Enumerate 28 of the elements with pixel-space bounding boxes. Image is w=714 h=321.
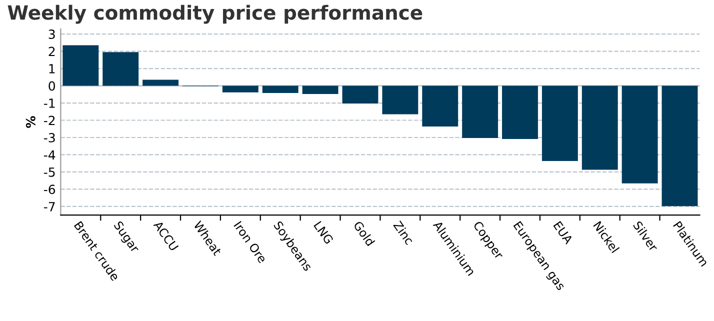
bar <box>582 86 618 170</box>
y-tick-label: 1 <box>49 64 55 74</box>
bar <box>102 52 139 86</box>
bar <box>222 86 258 92</box>
chart-title: Weekly commodity price performance <box>8 4 422 24</box>
y-tick-label: -4 <box>44 150 56 160</box>
y-tick-label: -7 <box>44 202 55 212</box>
bar <box>502 86 538 140</box>
bar <box>382 86 418 114</box>
bar <box>542 86 578 161</box>
y-tick-label: -1 <box>44 98 55 108</box>
bar <box>142 80 179 86</box>
y-tick-label: -3 <box>44 132 55 142</box>
bar <box>662 86 698 206</box>
bar <box>622 86 658 184</box>
bar <box>462 86 498 138</box>
bar <box>262 86 298 94</box>
bar <box>62 45 99 86</box>
y-tick-label: -5 <box>44 168 55 177</box>
y-tick-label: -2 <box>44 116 55 126</box>
y-tick-label: 2 <box>48 46 55 56</box>
y-tick-label: 3 <box>48 30 55 39</box>
y-tick-label: -6 <box>44 184 56 194</box>
bar <box>302 86 338 94</box>
bar <box>422 86 458 126</box>
bar <box>342 86 378 104</box>
y-tick-label: 0 <box>48 81 55 91</box>
y-axis-title: % <box>26 116 36 128</box>
